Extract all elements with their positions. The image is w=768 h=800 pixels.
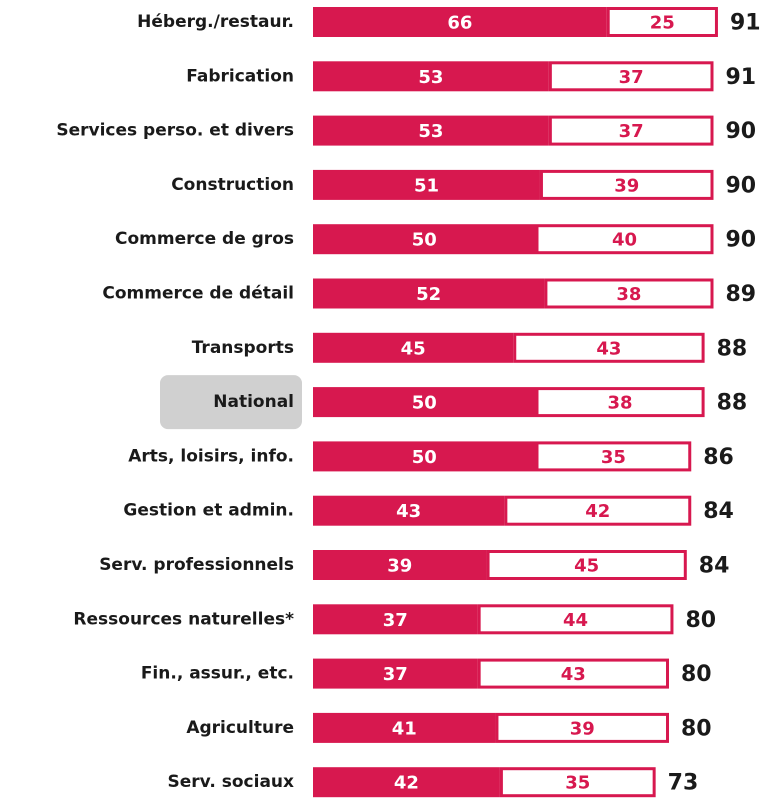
bar-segment [313,767,500,798]
category-label: Gestion et admin. [123,501,294,521]
total-label: 90 [726,119,757,144]
bar-segment [495,712,670,743]
value-label: 53 [418,121,443,142]
category-label: Commerce de gros [115,229,294,249]
category-label: Transports [192,338,294,358]
value-label: 52 [416,284,441,305]
bar-segment [313,332,514,363]
value-label: 41 [392,718,417,739]
bar-segment [504,495,692,526]
value-label: 43 [561,664,586,685]
bar-segment [313,550,487,580]
value-label: 25 [650,13,675,34]
total-label: 80 [685,608,716,633]
total-label: 73 [668,771,699,796]
total-label: 91 [730,11,761,36]
total-label: 90 [726,228,757,253]
value-label: 44 [563,610,588,631]
category-label: Construction [171,175,294,195]
value-label: 53 [418,67,443,88]
value-label: 42 [585,501,610,522]
bar-segment [313,658,478,689]
category-label: Fabrication [186,66,294,86]
total-label: 84 [703,499,734,524]
bar-segment [313,169,540,200]
bar-segment [535,387,705,418]
bar-segment [486,550,687,580]
value-label: 35 [601,447,626,468]
category-label: National [213,392,294,412]
bar-segment [313,7,607,37]
category-label: Serv. professionnels [99,555,294,575]
bar-segment [313,604,478,635]
value-label: 37 [619,121,644,142]
value-label: 45 [574,556,599,577]
bar-segment [313,61,549,92]
value-label: 66 [447,13,472,34]
value-label: 40 [612,230,637,251]
value-label: 43 [396,501,421,522]
bar-segment [313,441,536,472]
total-label: 89 [726,282,757,307]
bar-segment [477,604,674,635]
category-label: Agriculture [186,718,294,738]
category-label: Ressources naturelles* [73,609,294,629]
bar-segment [548,115,714,146]
bar-segment [535,224,714,255]
total-label: 84 [699,554,730,579]
bar-segment [539,169,714,200]
bar-segment [499,767,656,798]
value-label: 45 [401,338,426,359]
bar-segment [313,387,536,418]
value-label: 43 [596,338,621,359]
value-label: 37 [383,664,408,685]
category-label: Fin., assur., etc. [141,664,294,684]
total-label: 86 [703,445,734,470]
total-label: 88 [717,336,748,361]
bar-segment [313,115,549,146]
bar-segment [513,332,705,363]
value-label: 39 [614,175,639,196]
bar-segment [548,61,714,92]
bar-segment [313,224,536,255]
total-label: 88 [717,391,748,416]
bar-segment [313,712,496,743]
total-label: 91 [726,65,757,90]
value-label: 38 [608,393,633,414]
bar-segment [313,278,545,309]
value-label: 37 [619,67,644,88]
value-label: 50 [412,447,437,468]
value-label: 39 [570,718,595,739]
category-label: Arts, loisirs, info. [128,446,294,466]
value-label: 39 [387,556,412,577]
highlight-box [160,375,302,430]
total-label: 80 [681,716,712,741]
bar-segment [606,7,718,37]
category-label: Commerce de détail [102,284,294,304]
total-label: 90 [726,173,757,198]
value-label: 50 [412,230,437,251]
bar-segment [477,658,669,689]
total-label: 80 [681,662,712,687]
value-label: 50 [412,393,437,414]
value-label: 37 [383,610,408,631]
category-label: Serv. sociaux [168,772,295,792]
category-label: Héberg./restaur. [137,12,294,32]
category-label: Services perso. et divers [56,121,294,141]
bar-segment [535,441,692,472]
value-label: 35 [565,773,590,794]
bar-segment [544,278,714,309]
value-label: 38 [616,284,641,305]
value-label: 51 [414,175,439,196]
value-label: 42 [394,773,419,794]
bar-segment [313,495,505,526]
